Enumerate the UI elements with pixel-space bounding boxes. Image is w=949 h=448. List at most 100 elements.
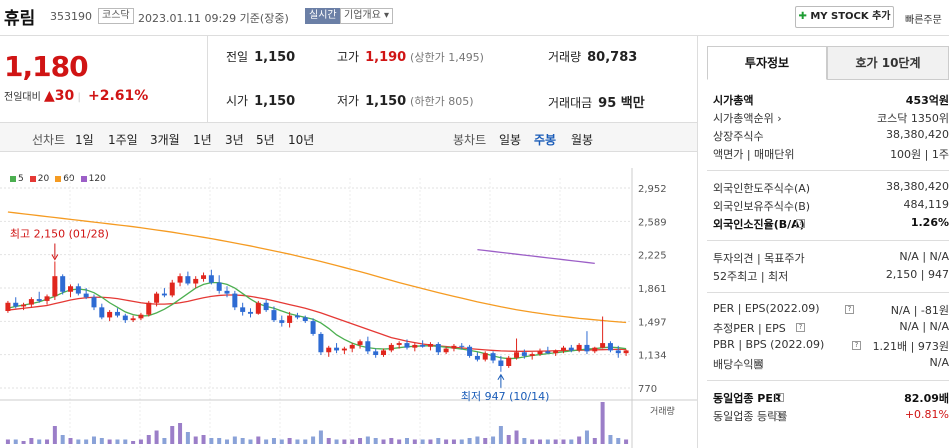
info-key: 상장주식수 (713, 130, 764, 143)
candle-body (584, 344, 590, 352)
quote-prev: 전일 1,150 (226, 48, 295, 65)
volume-bar (185, 432, 190, 444)
volume-bar (373, 438, 378, 444)
volume-bar (311, 436, 316, 444)
volume-bar (318, 430, 323, 444)
volume-bar (530, 439, 535, 444)
section-divider (707, 380, 949, 381)
tab-orderbook[interactable]: 호가 10단계 (827, 46, 949, 80)
help-icon[interactable]: ? (754, 359, 763, 368)
y-tick-label: 1,497 (638, 317, 667, 328)
tab-invest-info[interactable]: 투자정보 (707, 46, 827, 80)
legend-item: 5 (4, 174, 24, 184)
help-icon[interactable]: ? (775, 393, 784, 402)
info-key: 추정PER | EPS (713, 322, 786, 335)
period-option[interactable]: 3개월 (150, 133, 180, 147)
candle-body (490, 353, 496, 361)
info-key: 액면가 | 매매단위 (713, 148, 795, 161)
stock-header: 휴림 353190 코스닥 2023.01.11 09:29 기준(장중) 실시… (0, 0, 949, 36)
candle-body (263, 302, 269, 311)
candle-body (467, 346, 473, 356)
candle-body (396, 343, 402, 345)
add-mystock-button[interactable]: ✚ MY STOCK 추가 (795, 6, 894, 28)
high-annotation: 최고 2,150 (01/28) (10, 228, 109, 241)
candle-body (349, 344, 355, 349)
candle-body (279, 320, 285, 323)
volume-bar (5, 439, 10, 444)
volume-bar (256, 436, 261, 444)
change-percent: +2.61% (88, 88, 149, 104)
help-icon[interactable]: ? (775, 411, 784, 420)
divider (697, 36, 698, 448)
y-tick-label: 1,861 (638, 284, 667, 295)
candle-body (326, 347, 332, 353)
candle-body (600, 343, 606, 348)
realtime-button[interactable]: 실시간 (305, 8, 341, 24)
period-option[interactable]: 10년 (288, 133, 315, 147)
volume-bar (217, 438, 222, 444)
candle-body (154, 293, 160, 303)
help-icon[interactable]: ? (852, 341, 861, 350)
high-value: 1,190 (365, 50, 407, 65)
info-key: 배당수익률 (713, 358, 764, 371)
info-key: PER | EPS(2022.09) (713, 302, 820, 315)
volume-bar (209, 438, 214, 444)
volume-bar (436, 438, 441, 444)
candle-body (216, 282, 222, 291)
quote-volume: 거래량 80,783 (548, 48, 637, 65)
info-row: 외국인소진율(B/A) 1.26%? (713, 216, 949, 234)
volume-bar (68, 438, 73, 444)
volume-bar (412, 439, 417, 444)
volume-bar (624, 439, 629, 444)
y-tick-label: 2,952 (638, 184, 667, 195)
volume-bar (381, 439, 386, 444)
volume-bar (326, 438, 331, 444)
volume-bar (428, 439, 433, 444)
period-option[interactable]: 3년 (225, 133, 244, 147)
volume-bar (569, 439, 574, 444)
candle-body (36, 299, 42, 301)
volume-bar (162, 438, 167, 444)
period-option[interactable]: 1년 (193, 133, 212, 147)
info-value: 1.26% (910, 216, 949, 229)
info-key: 시가총액 (713, 94, 754, 107)
candle-body (537, 351, 543, 355)
info-value: 453억원 (905, 94, 949, 107)
add-mystock-label: MY STOCK 추가 (810, 11, 891, 22)
period-option[interactable]: 1일 (75, 133, 94, 147)
candle-period-option[interactable]: 일봉 (499, 133, 522, 147)
legend-label: 5 (18, 174, 24, 184)
volume-bar (514, 430, 519, 444)
candle-period-option[interactable]: 월봉 (571, 133, 594, 147)
prev-label: 전일 (226, 50, 249, 64)
candle-body (5, 302, 11, 312)
open-value: 1,150 (254, 94, 296, 109)
candle-period-option[interactable]: 주봉 (534, 133, 557, 147)
help-icon[interactable]: ? (845, 305, 854, 314)
legend-swatch (80, 175, 87, 182)
volume-bar (248, 439, 253, 444)
info-value: 38,380,420 (886, 180, 949, 193)
company-info-dropdown[interactable]: 기업개요 ▾ (340, 8, 393, 24)
volume-bar (154, 430, 159, 444)
volume-bar (365, 436, 370, 444)
volume-bar (491, 436, 496, 444)
candle-body (177, 276, 183, 283)
info-key: 52주최고 | 최저 (713, 270, 789, 283)
volume-bar (45, 439, 50, 444)
candle-body (114, 311, 120, 316)
candle-body (560, 347, 566, 351)
period-option[interactable]: 5년 (256, 133, 275, 147)
quote-low: 저가 1,150 (하한가 805) (337, 92, 473, 109)
candle-body (287, 315, 293, 323)
info-key: 투자의견 | 목표주가 (713, 252, 805, 265)
period-option[interactable]: 1주일 (108, 133, 138, 147)
info-value: N/A | -81원 (890, 304, 949, 317)
volume-bar (146, 435, 151, 444)
help-icon[interactable]: ? (796, 219, 805, 228)
help-icon[interactable]: ? (796, 323, 805, 332)
candle-body (482, 353, 488, 360)
candle-body (83, 293, 89, 298)
candle-body (122, 315, 128, 321)
quick-order-link[interactable]: 빠른주문 (905, 15, 942, 26)
